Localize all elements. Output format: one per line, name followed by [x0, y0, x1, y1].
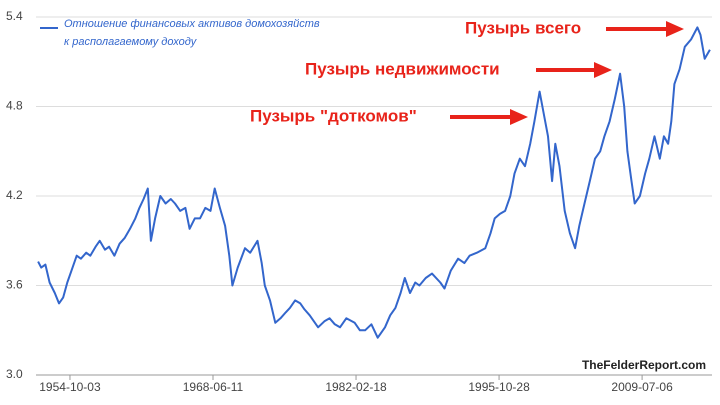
x-tick-label: 1968-06-11 [183, 380, 244, 394]
x-tick-label: 1995-10-28 [468, 380, 530, 394]
annotation: Пузырь "доткомов" [250, 106, 417, 125]
x-tick-label: 1954-10-03 [39, 380, 101, 394]
arrowhead [666, 21, 684, 37]
legend-label: к располагаемому доходу [64, 36, 198, 48]
legend-label: Отношение финансовых активов домохозяйст… [64, 18, 320, 30]
y-tick-label: 3.6 [6, 278, 23, 292]
x-tick-label: 1982-02-18 [325, 380, 387, 394]
arrowhead [594, 62, 612, 78]
arrowhead [510, 109, 528, 125]
x-tick-label: 2009-07-06 [611, 380, 673, 394]
y-tick-label: 4.2 [6, 188, 23, 202]
data-line [37, 26, 711, 339]
y-tick-label: 4.8 [6, 99, 23, 113]
y-tick-label: 3.0 [6, 367, 23, 381]
y-tick-label: 5.4 [6, 9, 23, 23]
annotation: Пузырь недвижимости [305, 59, 500, 78]
arrows [450, 21, 684, 125]
watermark: TheFelderReport.com [582, 358, 706, 372]
annotation: Пузырь всего [465, 18, 581, 37]
